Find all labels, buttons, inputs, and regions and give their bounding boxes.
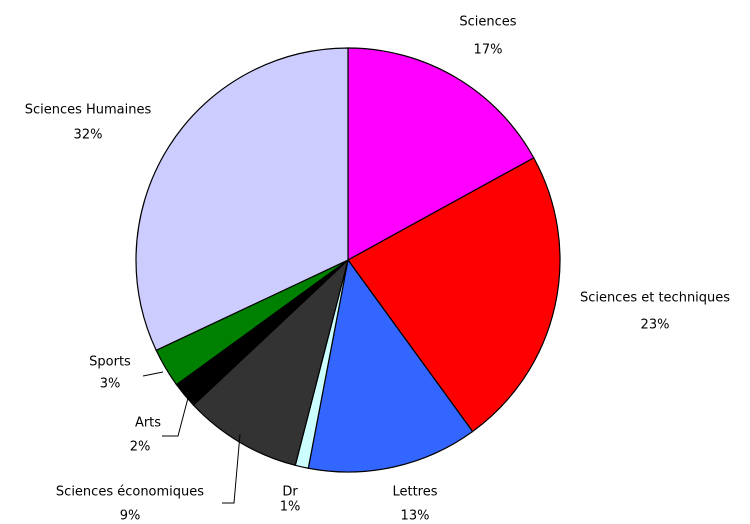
leader-line — [222, 433, 241, 504]
leader-line — [142, 371, 164, 377]
slice-label: Sciences économiques — [56, 485, 204, 500]
leader-line — [162, 397, 189, 437]
pie-slice — [347, 157, 561, 433]
slice-value-label: 3% — [100, 377, 121, 392]
slice-label: Sciences — [459, 15, 516, 30]
slice-value-label: 17% — [474, 43, 503, 58]
slice-value-label: 13% — [401, 509, 430, 524]
pie — [135, 47, 561, 473]
pie-slice — [192, 258, 350, 467]
pie-slice — [307, 258, 474, 473]
slice-value-label: 23% — [641, 318, 670, 333]
pie-slice — [347, 47, 535, 262]
pie-slice — [135, 47, 349, 352]
slice-value-label: 1% — [280, 500, 301, 515]
slice-label: Sciences Humaines — [25, 103, 152, 118]
labels: Sciences 17% Sciences et techniques 23% Lett… — [25, 15, 731, 524]
slice-value-label: 9% — [120, 509, 141, 524]
slice-label: Arts — [135, 416, 161, 431]
slice-label: Sports — [89, 355, 131, 370]
slice-label: Sciences et techniques — [580, 291, 730, 306]
slice-value-label: 32% — [74, 128, 103, 143]
slice-value-label: 2% — [130, 440, 151, 455]
slice-label: Dr — [282, 485, 298, 500]
slice-label: Lettres — [392, 485, 437, 500]
